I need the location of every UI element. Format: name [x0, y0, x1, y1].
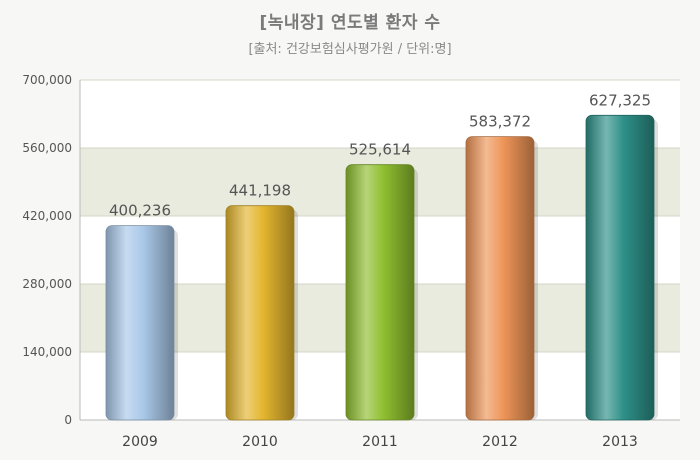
value-label: 627,325 — [589, 91, 651, 109]
x-tick-label: 2012 — [482, 434, 518, 450]
bar-2012 — [465, 136, 535, 421]
bar-2010 — [225, 205, 295, 421]
y-tick-label: 140,000 — [22, 345, 72, 359]
x-tick-label: 2013 — [602, 434, 638, 450]
y-tick-label: 0 — [64, 413, 72, 427]
chart-subtitle: [출처: 건강보험심사평가원 / 단위:명] — [248, 42, 452, 57]
value-label: 441,198 — [229, 182, 291, 200]
y-tick-label: 420,000 — [22, 209, 72, 223]
labels: 400,236 2009 441,198 2010 525,614 2011 583,372… — [109, 91, 651, 450]
value-label: 400,236 — [109, 202, 171, 220]
y-tick-label: 280,000 — [22, 277, 72, 291]
value-label: 525,614 — [349, 141, 411, 159]
chart-title: [녹내장] 연도별 환자 수 — [259, 13, 441, 33]
x-tick-label: 2009 — [122, 434, 158, 450]
value-label: 583,372 — [469, 113, 531, 131]
x-tick-label: 2011 — [362, 434, 398, 450]
x-tick-label: 2010 — [242, 434, 278, 450]
bar-2013 — [585, 114, 655, 421]
bar-2011 — [345, 164, 415, 421]
bars — [105, 114, 658, 421]
y-tick-label: 700,000 — [22, 73, 72, 87]
y-tick-label: 560,000 — [22, 141, 72, 155]
bar-2009 — [105, 225, 175, 421]
